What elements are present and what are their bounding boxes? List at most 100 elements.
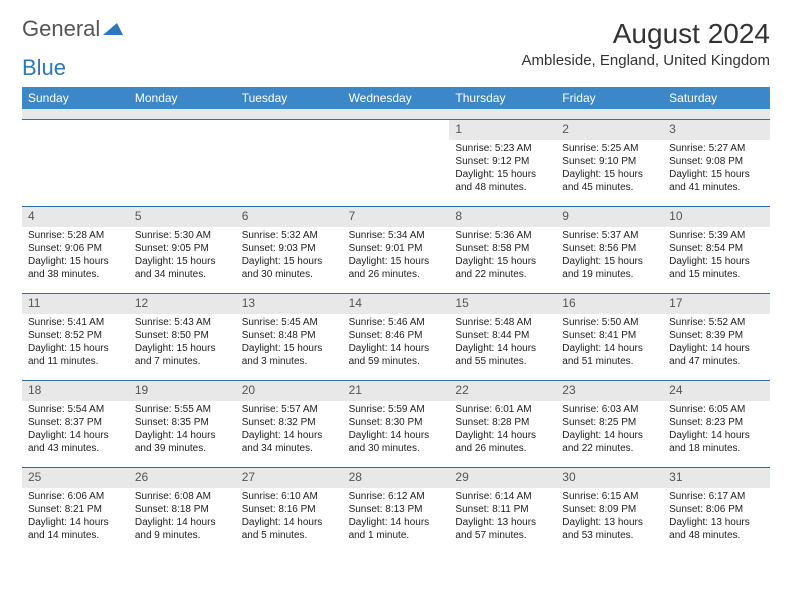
day-number: 31: [663, 468, 770, 488]
sunset-text: Sunset: 9:01 PM: [349, 242, 444, 255]
day-details: Sunrise: 5:25 AMSunset: 9:10 PMDaylight:…: [556, 140, 663, 198]
sunrise-text: Sunrise: 5:25 AM: [562, 142, 657, 155]
sunrise-text: Sunrise: 5:46 AM: [349, 316, 444, 329]
day-number: 17: [663, 294, 770, 314]
day-number: 20: [236, 381, 343, 401]
day-details: Sunrise: 5:43 AMSunset: 8:50 PMDaylight:…: [129, 314, 236, 372]
daylight-text: Daylight: 15 hours and 3 minutes.: [242, 342, 337, 368]
day-details: Sunrise: 5:30 AMSunset: 9:05 PMDaylight:…: [129, 227, 236, 285]
day-details: Sunrise: 6:15 AMSunset: 8:09 PMDaylight:…: [556, 488, 663, 546]
day-cell: 23Sunrise: 6:03 AMSunset: 8:25 PMDayligh…: [556, 381, 663, 467]
day-number: 2: [556, 120, 663, 140]
daylight-text: Daylight: 15 hours and 38 minutes.: [28, 255, 123, 281]
sunrise-text: Sunrise: 5:48 AM: [455, 316, 550, 329]
day-cell: 12Sunrise: 5:43 AMSunset: 8:50 PMDayligh…: [129, 294, 236, 380]
daylight-text: Daylight: 14 hours and 59 minutes.: [349, 342, 444, 368]
day-cell: 31Sunrise: 6:17 AMSunset: 8:06 PMDayligh…: [663, 468, 770, 554]
day-number: [129, 120, 236, 140]
daylight-text: Daylight: 15 hours and 48 minutes.: [455, 168, 550, 194]
day-number: 9: [556, 207, 663, 227]
sunset-text: Sunset: 8:13 PM: [349, 503, 444, 516]
sunrise-text: Sunrise: 5:41 AM: [28, 316, 123, 329]
day-number: 13: [236, 294, 343, 314]
day-details: Sunrise: 6:05 AMSunset: 8:23 PMDaylight:…: [663, 401, 770, 459]
day-details: Sunrise: 5:50 AMSunset: 8:41 PMDaylight:…: [556, 314, 663, 372]
sunrise-text: Sunrise: 5:52 AM: [669, 316, 764, 329]
day-details: Sunrise: 5:55 AMSunset: 8:35 PMDaylight:…: [129, 401, 236, 459]
day-cell: 16Sunrise: 5:50 AMSunset: 8:41 PMDayligh…: [556, 294, 663, 380]
day-number: [343, 120, 450, 140]
sunrise-text: Sunrise: 5:30 AM: [135, 229, 230, 242]
day-number: 15: [449, 294, 556, 314]
sunrise-text: Sunrise: 5:32 AM: [242, 229, 337, 242]
week-row: 4Sunrise: 5:28 AMSunset: 9:06 PMDaylight…: [22, 206, 770, 293]
sunset-text: Sunset: 8:52 PM: [28, 329, 123, 342]
week-row: 1Sunrise: 5:23 AMSunset: 9:12 PMDaylight…: [22, 119, 770, 206]
day-number: 19: [129, 381, 236, 401]
day-details: Sunrise: 5:46 AMSunset: 8:46 PMDaylight:…: [343, 314, 450, 372]
daylight-text: Daylight: 15 hours and 22 minutes.: [455, 255, 550, 281]
logo-icon: [103, 21, 123, 37]
sunrise-text: Sunrise: 5:50 AM: [562, 316, 657, 329]
sunrise-text: Sunrise: 6:06 AM: [28, 490, 123, 503]
daylight-text: Daylight: 14 hours and 18 minutes.: [669, 429, 764, 455]
daylight-text: Daylight: 13 hours and 57 minutes.: [455, 516, 550, 542]
sunrise-text: Sunrise: 6:05 AM: [669, 403, 764, 416]
day-details: Sunrise: 6:17 AMSunset: 8:06 PMDaylight:…: [663, 488, 770, 546]
day-number: 11: [22, 294, 129, 314]
day-cell: [343, 120, 450, 206]
day-cell: 28Sunrise: 6:12 AMSunset: 8:13 PMDayligh…: [343, 468, 450, 554]
sunrise-text: Sunrise: 5:36 AM: [455, 229, 550, 242]
day-cell: 7Sunrise: 5:34 AMSunset: 9:01 PMDaylight…: [343, 207, 450, 293]
day-cell: [236, 120, 343, 206]
day-cell: 10Sunrise: 5:39 AMSunset: 8:54 PMDayligh…: [663, 207, 770, 293]
sunset-text: Sunset: 8:30 PM: [349, 416, 444, 429]
sunset-text: Sunset: 9:06 PM: [28, 242, 123, 255]
day-cell: 26Sunrise: 6:08 AMSunset: 8:18 PMDayligh…: [129, 468, 236, 554]
sunrise-text: Sunrise: 5:57 AM: [242, 403, 337, 416]
sunrise-text: Sunrise: 5:28 AM: [28, 229, 123, 242]
sunset-text: Sunset: 8:35 PM: [135, 416, 230, 429]
daylight-text: Daylight: 15 hours and 7 minutes.: [135, 342, 230, 368]
day-details: Sunrise: 5:23 AMSunset: 9:12 PMDaylight:…: [449, 140, 556, 198]
sunset-text: Sunset: 9:10 PM: [562, 155, 657, 168]
sunrise-text: Sunrise: 6:12 AM: [349, 490, 444, 503]
day-details: Sunrise: 5:34 AMSunset: 9:01 PMDaylight:…: [343, 227, 450, 285]
day-cell: [22, 120, 129, 206]
day-cell: 11 Sunrise: 5:41 AMSunset: 8:52 PMDayligh…: [22, 294, 129, 380]
day-details: Sunrise: 6:08 AMSunset: 8:18 PMDaylight:…: [129, 488, 236, 546]
sunset-text: Sunset: 8:11 PM: [455, 503, 550, 516]
day-cell: 2Sunrise: 5:25 AMSunset: 9:10 PMDaylight…: [556, 120, 663, 206]
day-number: 3: [663, 120, 770, 140]
sunrise-text: Sunrise: 6:17 AM: [669, 490, 764, 503]
sunset-text: Sunset: 9:03 PM: [242, 242, 337, 255]
day-cell: 14Sunrise: 5:46 AMSunset: 8:46 PMDayligh…: [343, 294, 450, 380]
day-details: Sunrise: 6:14 AMSunset: 8:11 PMDaylight:…: [449, 488, 556, 546]
daylight-text: Daylight: 14 hours and 14 minutes.: [28, 516, 123, 542]
sunset-text: Sunset: 8:18 PM: [135, 503, 230, 516]
month-title: August 2024: [522, 18, 770, 50]
daylight-text: Daylight: 14 hours and 47 minutes.: [669, 342, 764, 368]
sunset-text: Sunset: 8:06 PM: [669, 503, 764, 516]
week-row: 25Sunrise: 6:06 AMSunset: 8:21 PMDayligh…: [22, 467, 770, 554]
day-details: Sunrise: 5:28 AMSunset: 9:06 PMDaylight:…: [22, 227, 129, 285]
weekday-label: Saturday: [663, 87, 770, 109]
sunrise-text: Sunrise: 6:03 AM: [562, 403, 657, 416]
logo-word1: General: [22, 18, 100, 40]
sunrise-text: Sunrise: 5:55 AM: [135, 403, 230, 416]
day-details: Sunrise: 5:54 AMSunset: 8:37 PMDaylight:…: [22, 401, 129, 459]
sunset-text: Sunset: 8:32 PM: [242, 416, 337, 429]
sunset-text: Sunset: 8:50 PM: [135, 329, 230, 342]
daylight-text: Daylight: 14 hours and 9 minutes.: [135, 516, 230, 542]
day-number: 27: [236, 468, 343, 488]
day-cell: 20Sunrise: 5:57 AMSunset: 8:32 PMDayligh…: [236, 381, 343, 467]
day-details: Sunrise: 5:39 AMSunset: 8:54 PMDaylight:…: [663, 227, 770, 285]
day-cell: 22Sunrise: 6:01 AMSunset: 8:28 PMDayligh…: [449, 381, 556, 467]
daylight-text: Daylight: 15 hours and 11 minutes.: [28, 342, 123, 368]
day-cell: 4Sunrise: 5:28 AMSunset: 9:06 PMDaylight…: [22, 207, 129, 293]
weekday-header: SundayMondayTuesdayWednesdayThursdayFrid…: [22, 87, 770, 109]
day-cell: 1Sunrise: 5:23 AMSunset: 9:12 PMDaylight…: [449, 120, 556, 206]
day-number: 26: [129, 468, 236, 488]
day-number: 14: [343, 294, 450, 314]
sunrise-text: Sunrise: 5:39 AM: [669, 229, 764, 242]
